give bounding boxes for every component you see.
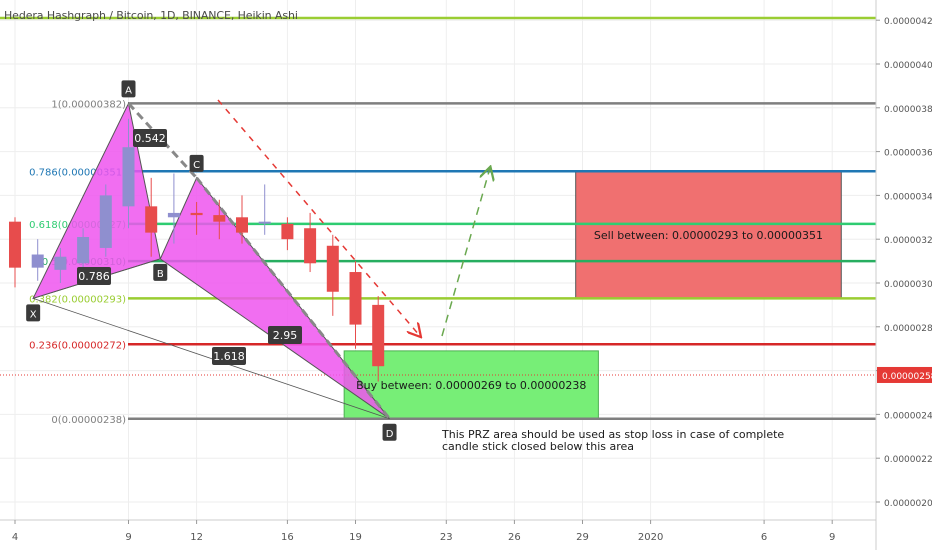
candle-bull [122, 147, 135, 207]
chart-title: Hedera Hashgraph / Bitcoin, 1D, BINANCE,… [4, 9, 298, 22]
candle-bear [281, 223, 294, 240]
point-label-box [382, 423, 397, 441]
candle-bear [372, 304, 385, 367]
ratio-label: 1.618 [213, 350, 245, 363]
x-tick-label: 29 [576, 532, 589, 543]
point-label-box [26, 304, 41, 322]
projection-arrow-down [217, 99, 420, 336]
point-label-box [121, 80, 136, 98]
point-label: X [30, 309, 37, 320]
ratio-label: 0.542 [134, 132, 166, 145]
x-tick-label: 9 [829, 532, 835, 543]
x-tick-label: 6 [761, 532, 767, 543]
candle-bull [99, 195, 112, 248]
candlesticks [9, 118, 385, 382]
x-tick-label: 12 [190, 532, 203, 543]
x-tick-label: 23 [440, 532, 453, 543]
x-tick-label: 2020 [638, 532, 663, 543]
x-tick-label: 16 [281, 532, 294, 543]
target-zones [343, 170, 842, 420]
projection-arrow-up [441, 168, 490, 337]
ac-dashed-line [127, 102, 198, 179]
prz-note-line: candle stick closed below this area [442, 440, 634, 453]
candle-bull [258, 221, 271, 224]
fib-level-label: 0(0.00000238) [51, 415, 126, 426]
candle-bear [145, 206, 158, 233]
x-tick-label: 19 [349, 532, 362, 543]
sell-zone-box [575, 170, 842, 299]
candle-bear [213, 215, 226, 222]
fib-level-label: 0.382(0.00000293) [29, 294, 126, 305]
current-price-label: 0.00000258 [882, 372, 932, 382]
fib-level-label: 1(0.00000382) [51, 99, 126, 110]
candle-bear [236, 217, 248, 233]
time-axis[interactable]: 4 9 12 16 19 23 26 29 2020 6 9 [0, 519, 876, 543]
point-label: C [193, 160, 200, 171]
candle-bear [326, 245, 339, 292]
fib-level-label: 0.786(0.00000351) [29, 167, 126, 178]
ratio-label: 0.786 [78, 270, 110, 283]
xd-line [33, 297, 390, 420]
x-tick-label: 26 [508, 532, 521, 543]
ratio-label-box [268, 326, 302, 344]
sell-zone-text: Sell between: 0.00000293 to 0.00000351 [594, 229, 823, 242]
point-label-box [153, 263, 168, 281]
ratio-label: 2.95 [273, 329, 298, 342]
candle-bull [77, 237, 90, 264]
point-label-box [189, 154, 204, 172]
ratio-label-box [212, 347, 246, 365]
prz-note-line: This PRZ area should be used as stop los… [441, 428, 784, 441]
candle-bear [304, 228, 317, 264]
point-label: D [386, 429, 394, 440]
current-price-badge [877, 366, 932, 383]
point-label: A [125, 85, 132, 96]
overlays: X A B C D 0.542 0.786 2.95 1.618 Sell between: 0.… [26, 80, 823, 453]
x-tick-label: 9 [125, 532, 131, 543]
candle-bear [9, 221, 21, 268]
candle-bull [31, 254, 44, 268]
candle-bear [349, 272, 362, 325]
fib-level-label: 0.236(0.00000272) [29, 340, 126, 351]
candle-bull [54, 256, 67, 270]
candle-bull [167, 212, 180, 218]
ratio-label-box [77, 267, 111, 285]
candle-bear [190, 212, 203, 216]
point-label: B [157, 269, 164, 280]
ratio-label-box [133, 129, 167, 147]
x-tick-label: 4 [12, 532, 18, 543]
buy-zone-text: Buy between: 0.00000269 to 0.00000238 [356, 379, 586, 392]
